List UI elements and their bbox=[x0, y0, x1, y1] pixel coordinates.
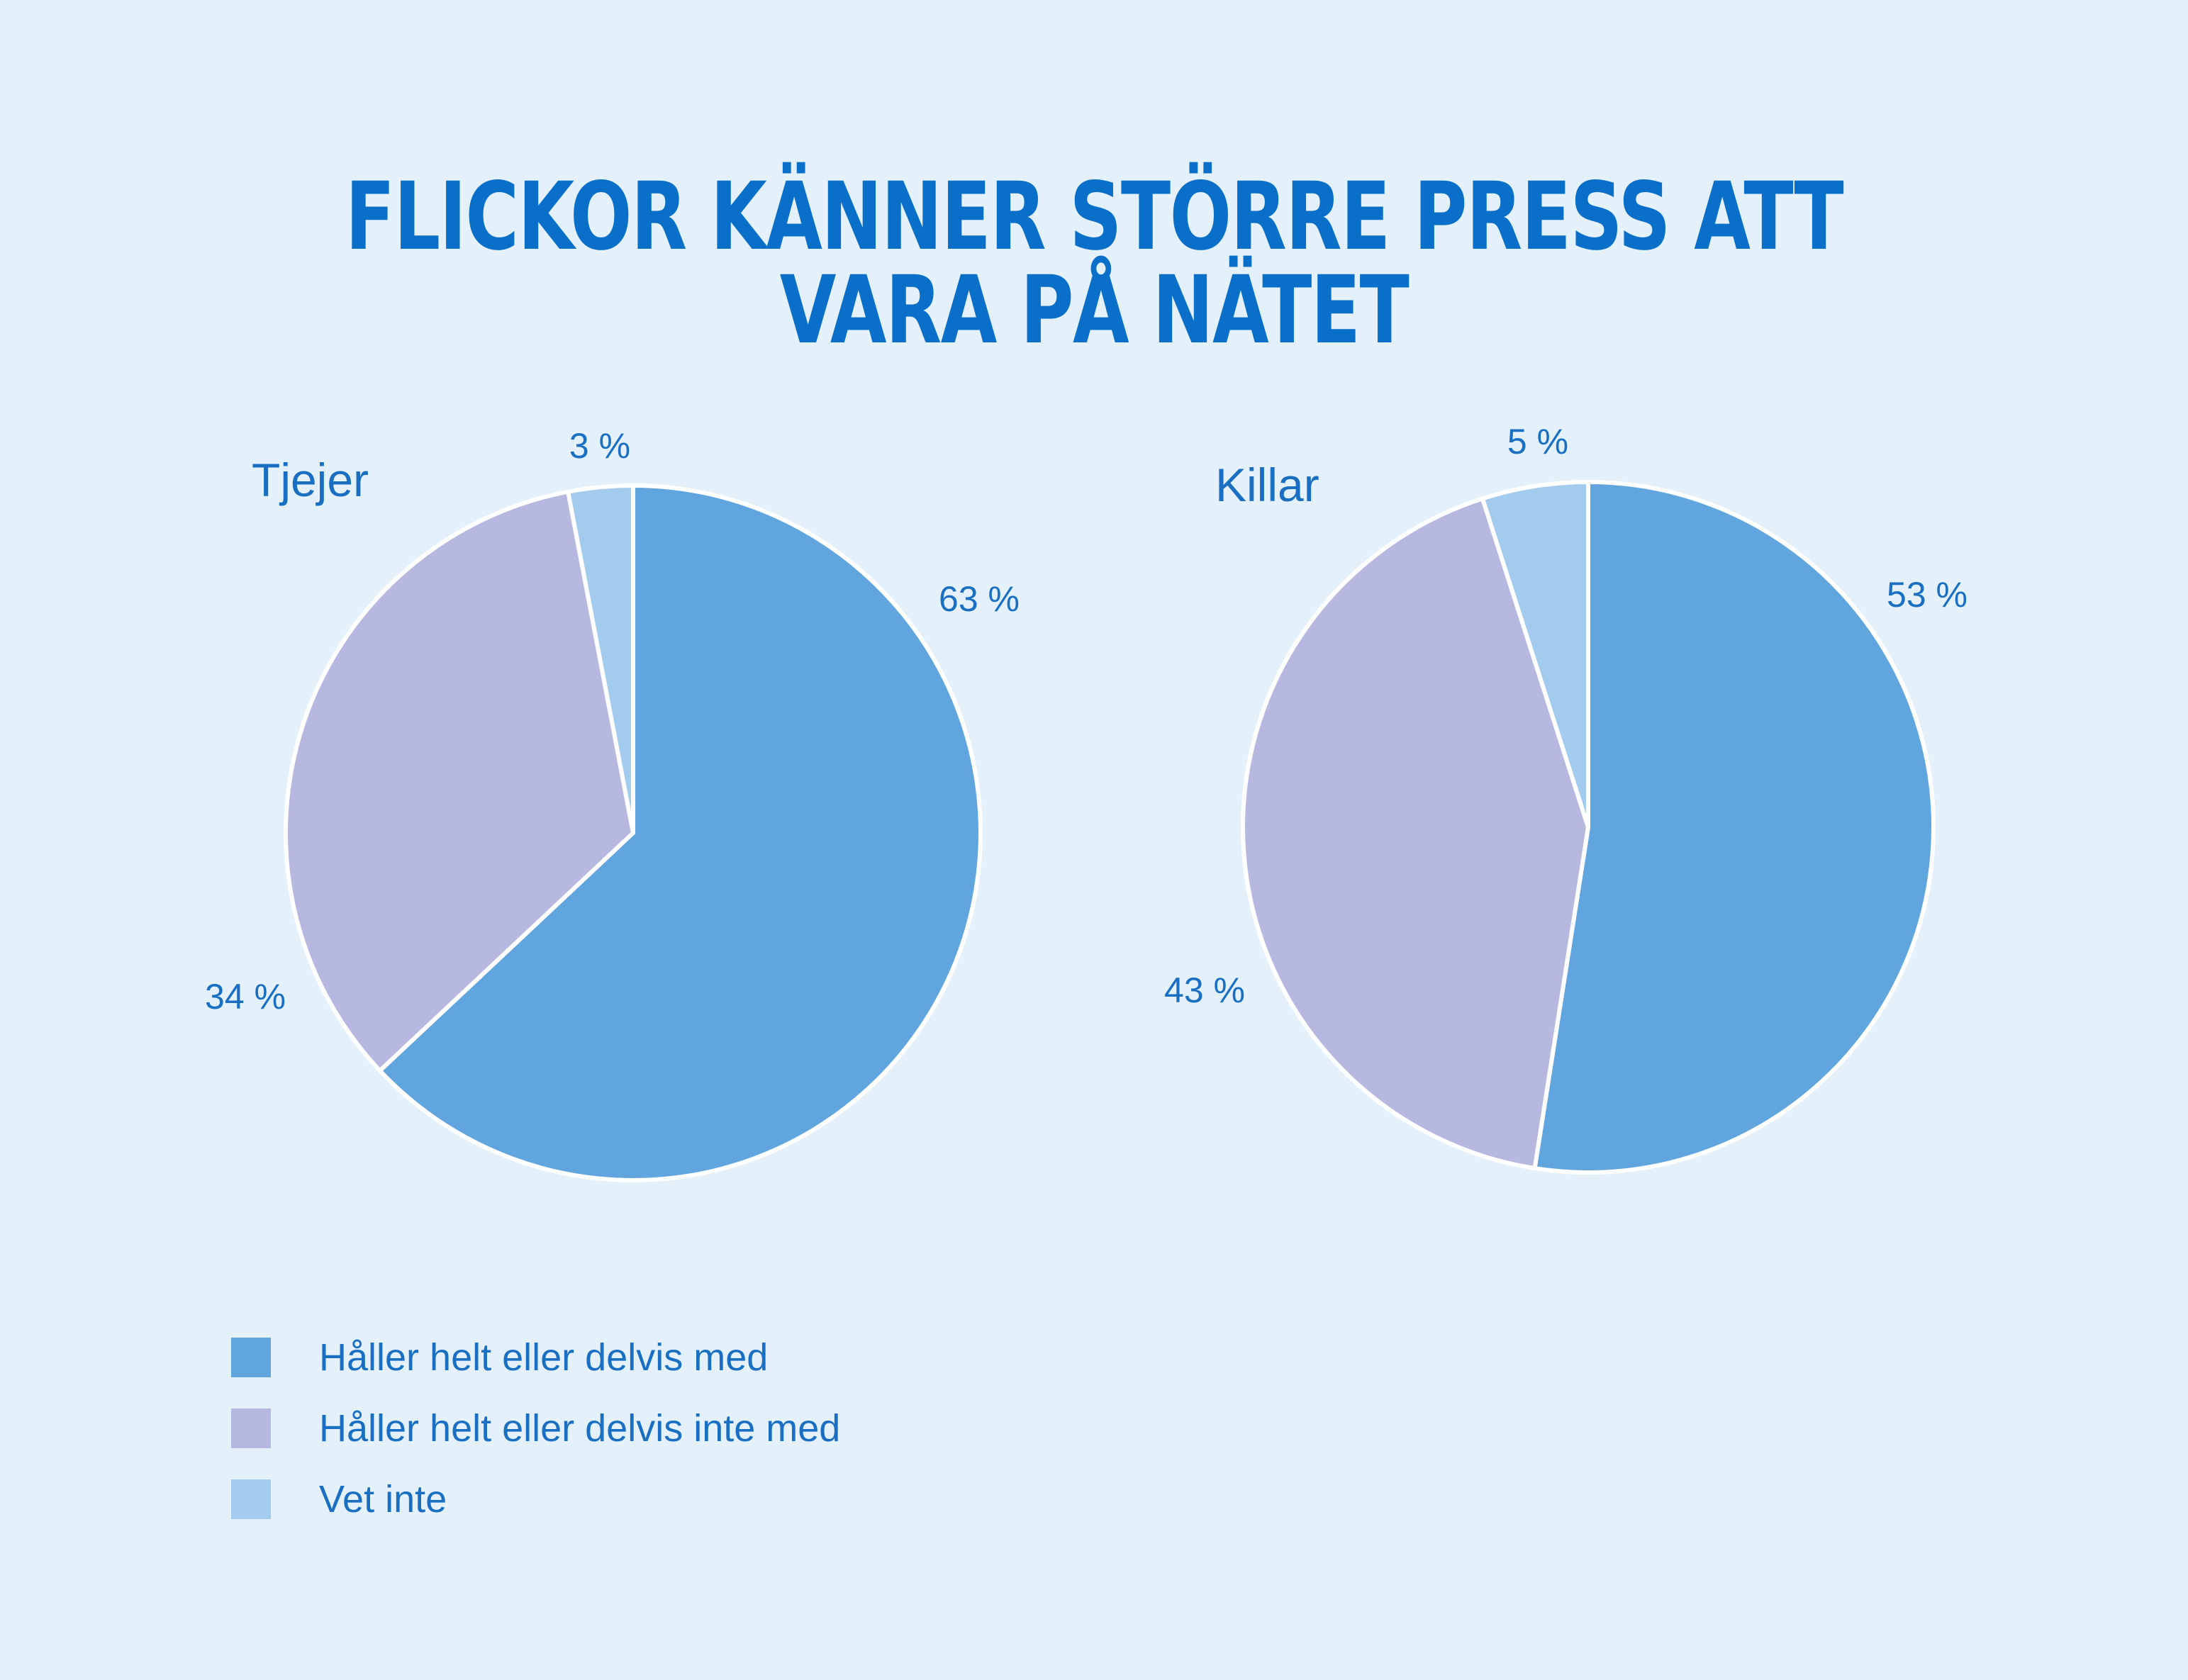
pie-slice-tjejer-dont-know bbox=[566, 483, 635, 835]
pie-chart-killar: Killar 53 % 43 % 5 % bbox=[1164, 422, 1967, 1175]
slice-label-killar-disagree: 43 % bbox=[1164, 970, 1245, 1010]
pie-slice-killar-dont-know bbox=[1480, 480, 1590, 829]
page-title: FLICKOR KÄNNER STÖRRE PRESS ATT VARA PÅ … bbox=[345, 162, 1844, 365]
legend-swatch-dont-know bbox=[231, 1479, 271, 1519]
pie-chart-tjejer: Tjejer 63 % 34 % 3 % bbox=[205, 426, 1020, 1182]
pie-slice-killar-disagree bbox=[1241, 496, 1590, 1171]
pie-slice-killar-agree bbox=[1532, 480, 1936, 1175]
pie-slice-tjejer-agree bbox=[377, 483, 983, 1182]
legend: Håller helt eller delvis med Håller helt… bbox=[231, 1322, 840, 1535]
chart-title-tjejer: Tjejer bbox=[252, 454, 369, 506]
legend-item-dont-know: Vet inte bbox=[231, 1464, 840, 1535]
legend-label-agree: Håller helt eller delvis med bbox=[319, 1336, 769, 1379]
legend-label-dont-know: Vet inte bbox=[319, 1478, 447, 1521]
legend-swatch-agree bbox=[231, 1338, 271, 1377]
slice-label-tjejer-dont-know: 3 % bbox=[569, 426, 630, 466]
legend-swatch-disagree bbox=[231, 1409, 271, 1448]
pie-slice-tjejer-disagree bbox=[284, 489, 635, 1073]
slice-label-tjejer-disagree: 34 % bbox=[205, 977, 286, 1017]
slice-label-killar-dont-know: 5 % bbox=[1507, 422, 1568, 461]
legend-item-agree: Håller helt eller delvis med bbox=[231, 1322, 840, 1393]
legend-item-disagree: Håller helt eller delvis inte med bbox=[231, 1393, 840, 1464]
slice-label-tjejer-agree: 63 % bbox=[939, 579, 1020, 619]
slice-label-killar-agree: 53 % bbox=[1887, 575, 1967, 615]
chart-title-killar: Killar bbox=[1215, 459, 1319, 511]
legend-label-disagree: Håller helt eller delvis inte med bbox=[319, 1407, 841, 1450]
